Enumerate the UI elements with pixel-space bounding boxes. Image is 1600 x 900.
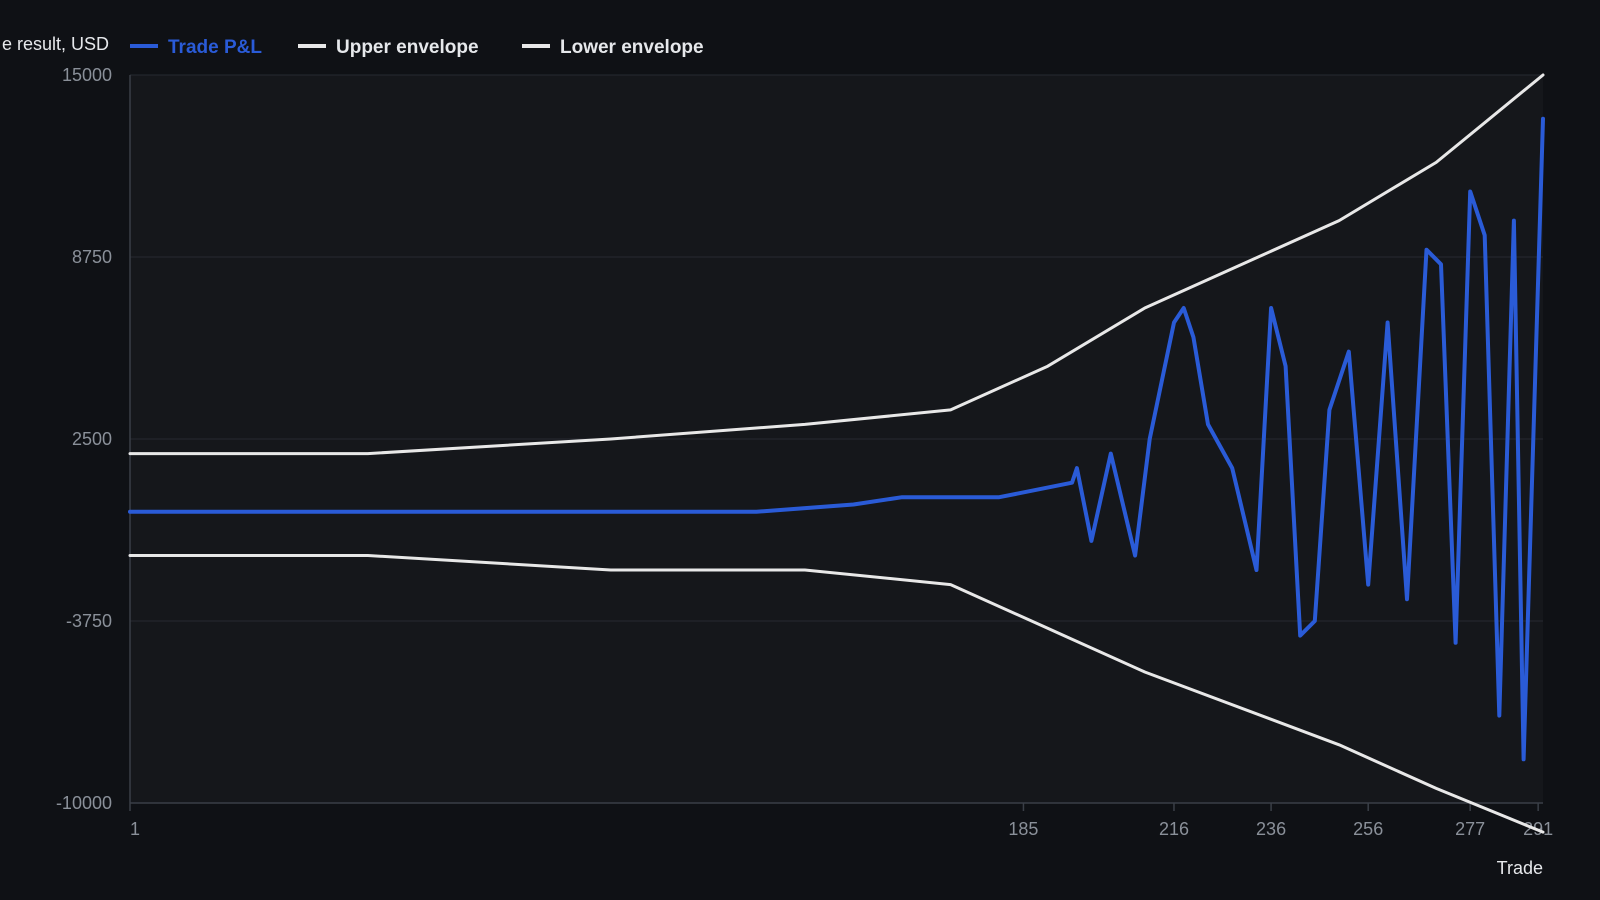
series-line-upper-envelope [128,73,1545,456]
legend-item-lower-envelope[interactable]: Lower envelope [522,37,704,58]
x-tick-label: 277 [1455,819,1485,839]
x-tick-labels: 1 185 216 236 256 277 291 [129,803,1553,839]
x-tick-label: 1 [130,819,140,839]
x-tick-label: 236 [1256,819,1286,839]
y-tick-label: 2500 [72,429,112,449]
legend: Trade P&L Upper envelope Lower envelope [130,37,704,58]
y-tick-labels: 15000 8750 2500 -3750 -10000 [56,65,112,813]
series-lines [128,73,1545,834]
y-axis-label: e result, USD [2,34,109,54]
x-tick-label: 256 [1353,819,1383,839]
y-tick-label: 15000 [62,65,112,85]
x-tick-label: 185 [1008,819,1038,839]
legend-label-lower-envelope: Lower envelope [560,37,704,58]
x-tick-label: 216 [1159,819,1189,839]
axes [129,75,1543,804]
y-tick-label: -3750 [66,611,112,631]
series-line-trade-p-l [128,116,1545,762]
y-tick-label: 8750 [72,247,112,267]
legend-label-trade-pnl: Trade P&L [168,37,262,58]
legend-label-upper-envelope: Upper envelope [336,37,479,58]
series-line-lower-envelope [128,554,1545,834]
legend-item-trade-pnl[interactable]: Trade P&L [130,37,262,58]
y-tick-label: -10000 [56,793,112,813]
x-axis-label: Trade [1497,858,1543,878]
legend-item-upper-envelope[interactable]: Upper envelope [298,37,479,58]
